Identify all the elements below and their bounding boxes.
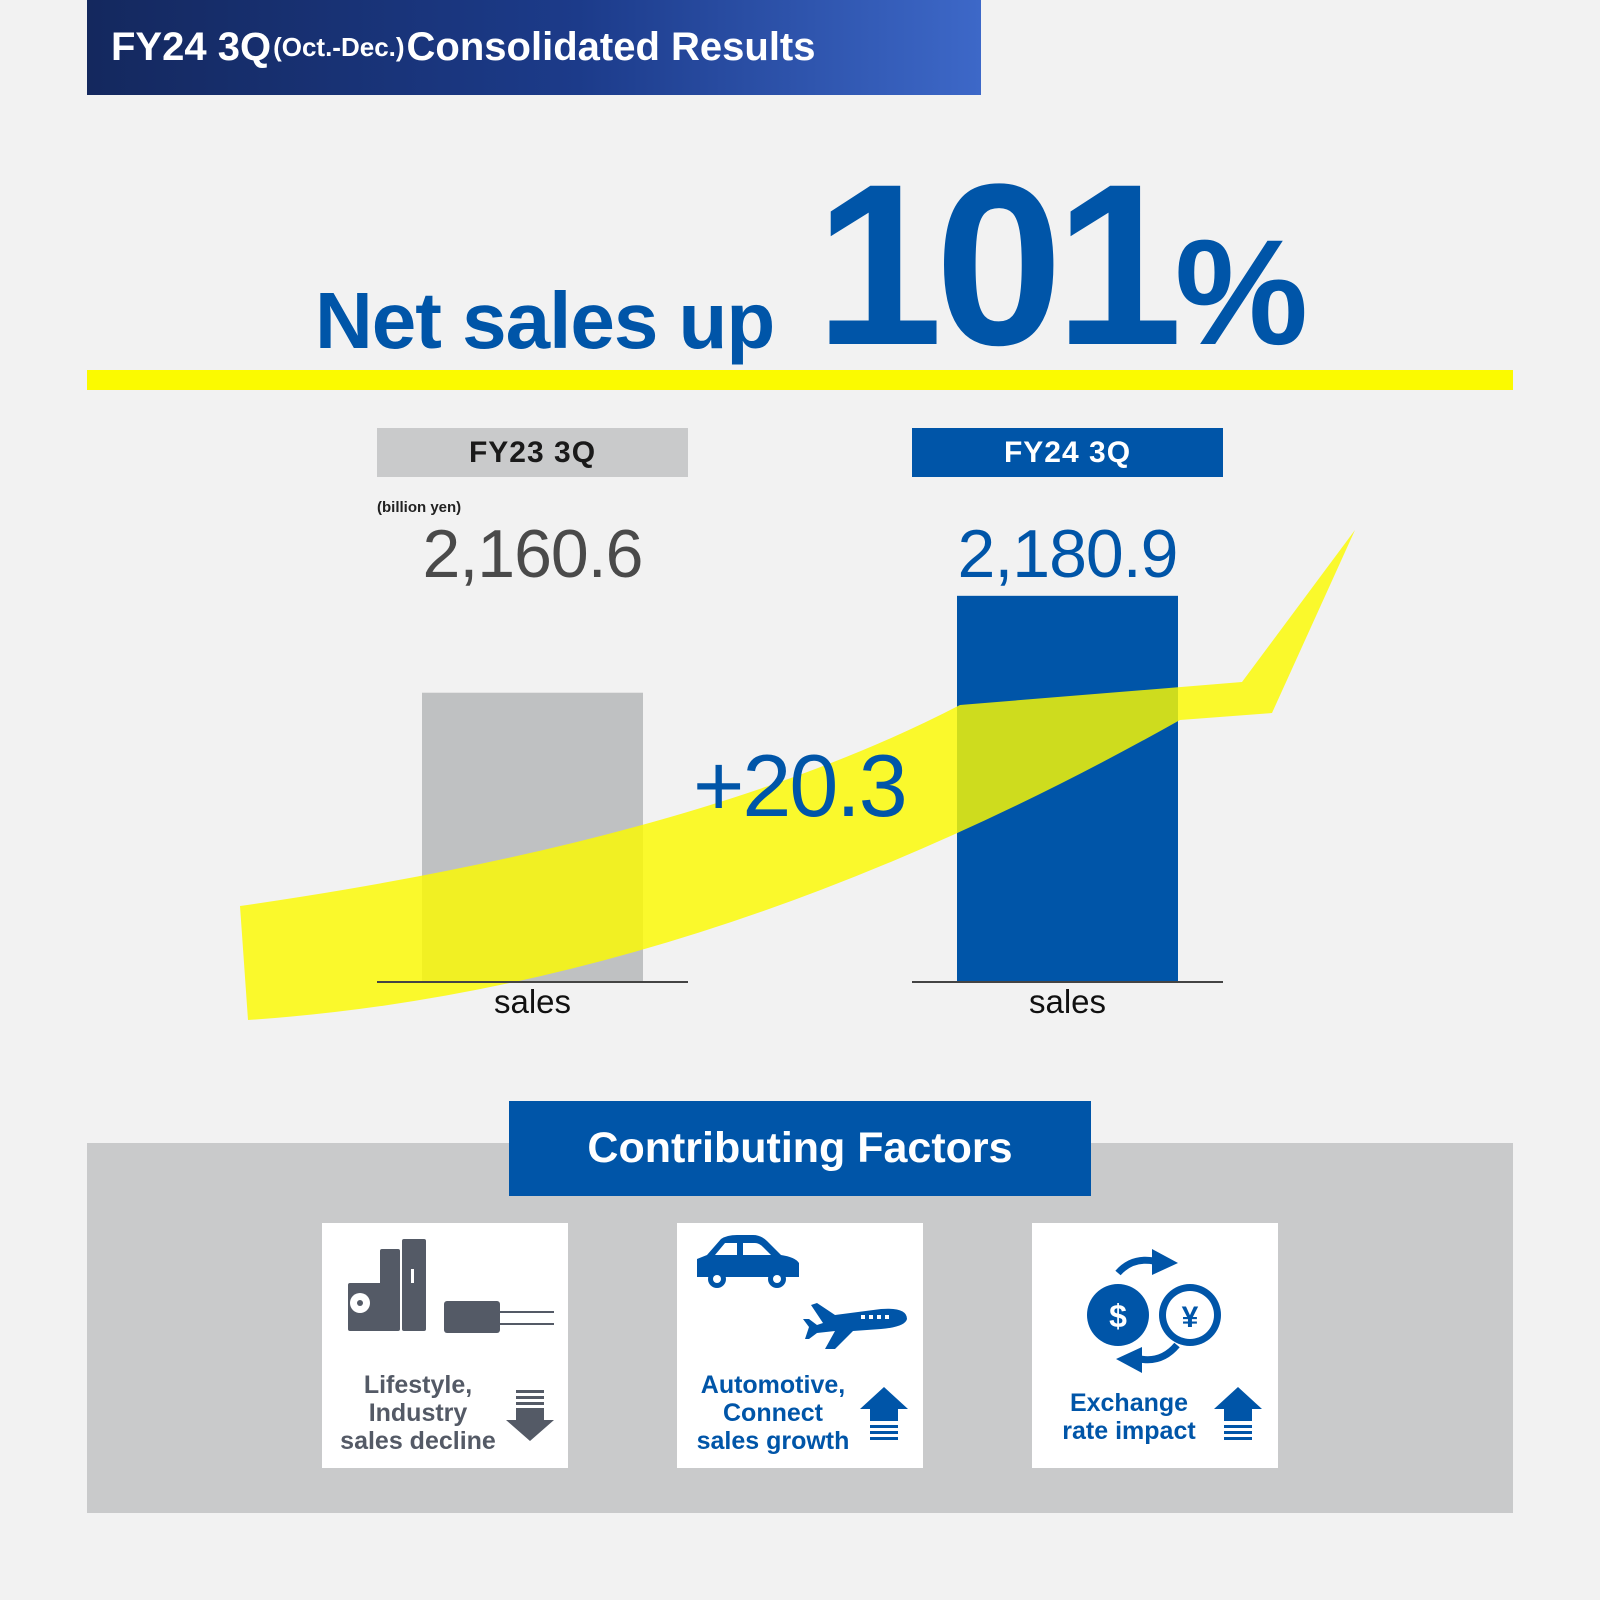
category-label-fy24: FY24 3Q	[912, 428, 1223, 477]
factor-card-automotive: Automotive, Connect sales growth	[677, 1223, 923, 1468]
capacitor-icon	[444, 1301, 554, 1333]
title-right: Consolidated Results	[406, 25, 816, 69]
factor-card-lifestyle: Lifestyle, Industry sales decline	[322, 1223, 568, 1468]
exchange-arrows-icon	[1115, 1256, 1180, 1364]
yellow-divider	[87, 370, 1513, 390]
title-left: FY24 3Q	[111, 25, 272, 69]
svg-text:¥: ¥	[1182, 1301, 1199, 1334]
up-arrow-icon	[860, 1387, 908, 1440]
factor-text-automotive: Automotive, Connect sales growth	[696, 1371, 850, 1455]
headline-percent-sign: %	[1174, 208, 1309, 376]
factors-title: Contributing Factors	[509, 1101, 1091, 1196]
factor-card-exchange: $ ¥ Exchange rate impact	[1032, 1223, 1278, 1468]
growth-arrow	[240, 530, 1355, 1020]
yen-icon: ¥	[1159, 1284, 1221, 1346]
title-banner: FY24 3Q (Oct.-Dec.) Consolidated Results	[87, 0, 981, 95]
factor-text-exchange: Exchange rate impact	[1062, 1389, 1196, 1445]
down-arrow-icon	[506, 1390, 554, 1441]
sales-chart	[240, 530, 1355, 1020]
category-label-fy23: FY23 3Q	[377, 428, 688, 477]
up-arrow-icon	[1214, 1387, 1262, 1440]
axis-label-fy24: sales	[1028, 983, 1107, 1020]
headline-text: Net sales up	[315, 276, 775, 365]
axis-label-fy23: sales	[493, 983, 572, 1020]
difference-label: +20.3	[693, 736, 908, 835]
value-label-fy24: 2,180.9	[957, 516, 1179, 592]
svg-text:$: $	[1109, 1298, 1127, 1334]
hvac-unit-icon	[348, 1239, 426, 1331]
exchange-arrow-heads	[1116, 1249, 1178, 1373]
headline-percent: 101%	[815, 150, 1308, 380]
unit-label: (billion yen)	[377, 499, 462, 516]
dollar-icon: $	[1087, 1284, 1149, 1346]
car-icon	[697, 1235, 799, 1288]
factor-text-lifestyle: Lifestyle, Industry sales decline	[340, 1371, 496, 1455]
title-period: (Oct.-Dec.)	[273, 32, 405, 62]
headline-percent-value: 101	[815, 136, 1183, 393]
airplane-icon	[803, 1303, 907, 1349]
value-label-fy23: 2,160.6	[422, 516, 644, 592]
